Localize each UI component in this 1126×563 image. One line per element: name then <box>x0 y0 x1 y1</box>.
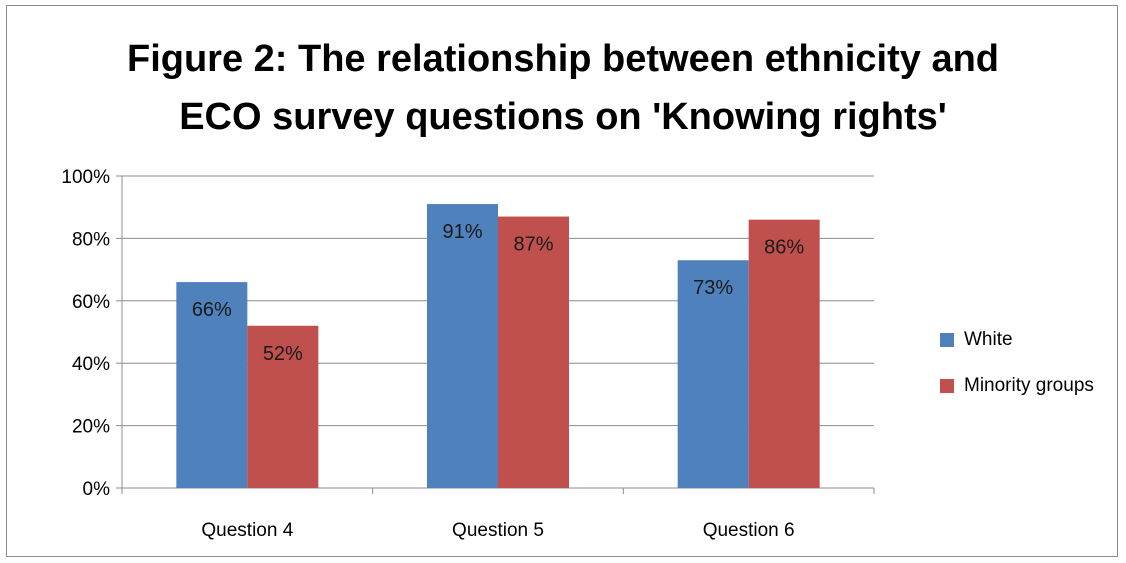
bar-white <box>677 260 749 488</box>
bar-minority-groups <box>498 216 569 488</box>
legend-label-minority-groups: Minority groups <box>964 375 1094 396</box>
bar-white <box>427 204 498 488</box>
data-label: 66% <box>192 299 232 321</box>
chart-title-line-1: Figure 2: The relationship between ethni… <box>126 38 999 80</box>
y-tick-label: 0% <box>83 479 111 500</box>
chart-title-line-2: ECO survey questions on 'Knowing rights' <box>179 96 947 138</box>
legend-swatch-minority-groups <box>940 379 954 393</box>
data-label: 86% <box>764 237 804 259</box>
bar-minority-groups <box>748 219 820 488</box>
bar-white <box>176 282 248 488</box>
data-label: 52% <box>263 343 303 365</box>
y-tick-label: 80% <box>72 229 110 250</box>
legend: White Minority groups <box>940 325 1094 417</box>
legend-item-white: White <box>940 325 1094 355</box>
legend-label-white: White <box>964 329 1013 350</box>
bar-minority-groups <box>247 325 319 488</box>
data-label: 87% <box>513 234 553 256</box>
chart-title: Figure 2: The relationship between ethni… <box>0 30 1126 146</box>
data-label: 91% <box>442 221 482 243</box>
y-tick-label: 40% <box>72 354 110 375</box>
x-tick-label: Question 4 <box>201 520 293 541</box>
y-tick-label: 60% <box>72 292 110 313</box>
legend-swatch-white <box>940 333 954 347</box>
y-tick-label: 20% <box>72 417 110 438</box>
y-tick-label: 100% <box>61 167 110 188</box>
x-tick-label: Question 5 <box>452 520 544 541</box>
data-label: 73% <box>693 277 733 299</box>
legend-item-minority-groups: Minority groups <box>940 371 1094 401</box>
x-tick-label: Question 6 <box>703 520 795 541</box>
